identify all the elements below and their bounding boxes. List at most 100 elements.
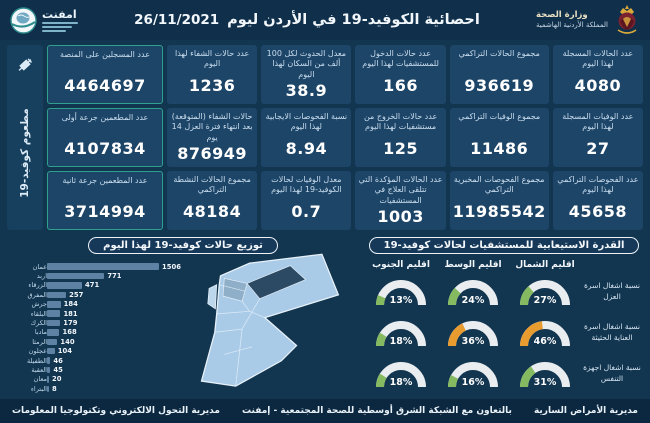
bar-value-label: 471 [85, 281, 100, 290]
bar-row: مادبا 168 [9, 328, 195, 337]
stat-card: عدد الوفيات المسجلة لهذا اليوم 27 [552, 108, 643, 167]
stat-label: مجموع الحالات التراكمي [458, 49, 540, 58]
footer-left: مديرية التحول الالكتروني وتكنولوجيا المع… [12, 406, 220, 416]
bar-row: الطفيلة 46 [9, 356, 195, 365]
bar-value-label: 104 [57, 347, 72, 356]
gauge-value-label: 18% [390, 377, 413, 388]
bar [47, 329, 60, 336]
bar-value-label: 181 [63, 309, 78, 318]
stat-card: حالات الشفاء (المتوقعة) بعد انتهاء فترة … [167, 108, 258, 167]
bar [47, 282, 83, 289]
footer-center: بالتعاون مع الشبكة الشرق أوسطية للصحة ال… [242, 406, 512, 416]
stat-label: نسبة الفحوصات الايجابية لهذا اليوم [265, 112, 348, 132]
stat-card: مجموع الحالات التراكمي 936619 [449, 45, 549, 104]
gauge-grid: اقليم الشمال اقليم الوسط اقليم الجنوب نسبة … [365, 257, 643, 394]
gauge-cell: 24% [437, 271, 509, 312]
bar-value-label: 168 [62, 328, 77, 337]
stat-value: 11985542 [452, 202, 546, 221]
gauge-cell: 18% [365, 353, 437, 394]
stat-card: مجموع الوفيات التراكمي 11486 [449, 108, 549, 167]
gauge-row-label: نسبة اشغال اسرة العزل [584, 281, 640, 301]
bar-category-label: مادبا [34, 328, 47, 337]
stat-value: 4464697 [64, 76, 146, 95]
bar-value-label: 184 [63, 300, 78, 309]
bar-row: البلقاء 181 [9, 309, 195, 318]
logo-line [42, 25, 72, 28]
stat-label: مجموع الحالات النشطة التراكمي [173, 175, 251, 195]
bar-row: البتراء 8 [9, 384, 195, 393]
stat-value: 1236 [188, 76, 236, 95]
bar-category-label: الكرك [30, 319, 47, 328]
stat-value: 3714994 [64, 202, 146, 221]
stat-value: 11486 [470, 139, 529, 158]
logo-line [42, 21, 78, 24]
bar-value-label: 1506 [162, 262, 181, 271]
bar [47, 347, 55, 355]
gauge: 36% [448, 321, 498, 347]
stat-label: عدد المطعمين جرعة ثانية [62, 176, 148, 185]
bar-category-label: البتراء [30, 384, 47, 393]
report-date: 26/11/2021 [134, 12, 220, 28]
moh-logo: وزارة الصحة المملكة الأردنية الهاشمية [536, 4, 640, 36]
stat-label: عدد الحالات المسجلة لهذا اليوم [562, 49, 634, 69]
bar [47, 310, 61, 317]
cases-bar-chart: عمان 1506 اربد 771 الزرقاء 471 المفرق 257 جرش 184… [9, 262, 195, 393]
bar-category-label: جرش [31, 300, 47, 309]
gauge-value-label: 36% [462, 336, 485, 347]
bar-value-label: 20 [52, 375, 62, 384]
bar-value-label: 771 [107, 272, 122, 281]
stat-card: عدد الحالات المسجلة لهذا اليوم 4080 [552, 45, 643, 104]
page-title: احصائية الكوفيد-19 في الأردن ليوم [227, 12, 480, 28]
bar-row: العقبة 45 [9, 365, 195, 374]
cases-distribution-panel: توزيع حالات كوفيد-19 لهذا اليوم عمان 1506… [7, 237, 359, 393]
bar [47, 272, 105, 280]
bar-category-label: اربد [36, 272, 47, 281]
gauge-section-title: القدرة الاستيعابية للمستشفيات لحالات كوف… [368, 237, 640, 254]
bar-row: معان 20 [9, 375, 195, 384]
stat-label: عدد المطعمين جرعة أولى [61, 113, 149, 122]
stat-card: معدل الوفيات لحالات الكوفيد-19 لهذا اليو… [261, 171, 352, 230]
vaccine-stat-card: عدد المسجلين على المنصة 4464697 [47, 45, 163, 104]
bar [47, 319, 61, 327]
bar-category-label: الطفيلة [26, 356, 47, 365]
bar [47, 338, 58, 346]
bar-row: جرش 184 [9, 300, 195, 309]
bar-chart-title: توزيع حالات كوفيد-19 لهذا اليوم [88, 237, 278, 254]
bar [47, 263, 159, 270]
stat-card: عدد الفحوصات التراكمي لهذا اليوم 45658 [552, 171, 643, 230]
vaccine-stat-card: عدد المطعمين جرعة ثانية 3714994 [47, 171, 163, 230]
bar [47, 376, 49, 383]
stat-label: عدد حالات الشفاء لهذا اليوم [175, 49, 250, 69]
bar-value-label: 8 [52, 384, 57, 393]
bar [47, 291, 67, 299]
header-bar: امفنت احصائية الكوفيد-19 في الأردن ليوم … [0, 0, 650, 40]
bar-row: المفرق 257 [9, 290, 195, 299]
stat-label: عدد المسجلين على المنصة [60, 50, 150, 59]
bar-row: الزرقاء 471 [9, 281, 195, 290]
vaccine-stat-card: عدد المطعمين جرعة أولى 4107834 [47, 108, 163, 167]
bar-value-label: 140 [60, 337, 75, 346]
stat-label: حالات الشفاء (المتوقعة) بعد انتهاء فترة … [171, 112, 253, 142]
gauge-cell: 31% [509, 353, 581, 394]
region-header: اقليم الجنوب [372, 260, 430, 270]
stat-card: عدد حالات الدخول للمستشفيات لهذا اليوم 16… [355, 45, 446, 104]
stat-label: عدد حالات الدخول للمستشفيات لهذا اليوم [362, 49, 439, 69]
stat-card: مجموع الحالات النشطة التراكمي 48184 [167, 171, 258, 230]
gauge-row-label: نسبة اشغال اسرة العناية الحثيثة [584, 322, 640, 342]
gauge: 13% [376, 280, 426, 306]
gauge: 27% [520, 280, 570, 306]
bar [47, 357, 51, 364]
stat-value: 936619 [464, 76, 535, 95]
bar-row: عجلون 104 [9, 347, 195, 356]
bar-category-label: عجلون [28, 347, 47, 356]
bar-value-label: 46 [53, 356, 63, 365]
stat-card: مجموع الفحوصات المخبرية التراكمي 11985542 [449, 171, 549, 230]
gauge-value-label: 27% [534, 295, 557, 306]
moh-kingdom: المملكة الأردنية الهاشمية [535, 20, 608, 29]
jordan-map [200, 253, 340, 387]
bar-category-label: معان [33, 375, 47, 384]
bar-category-label: العقبة [31, 365, 47, 374]
bar [47, 301, 61, 308]
bar-row: الكرك 179 [9, 318, 195, 327]
gauge-row-label: نسبة اشغال اجهزة التنفس [583, 363, 641, 383]
